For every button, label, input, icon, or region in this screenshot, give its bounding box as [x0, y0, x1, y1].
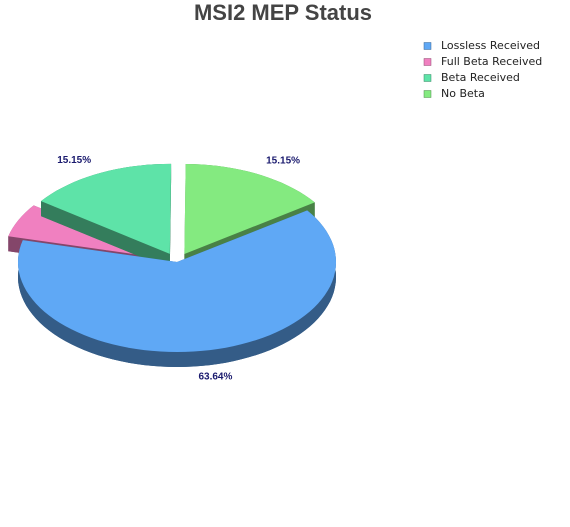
legend-label: Lossless Received [441, 39, 540, 52]
legend-label: Beta Received [441, 71, 520, 84]
legend-label: No Beta [441, 87, 485, 100]
chart-title: MSI2 MEP Status [194, 0, 372, 25]
slice-side [41, 201, 170, 269]
legend-swatch [423, 58, 432, 66]
data-label: 15.15% [266, 156, 300, 167]
data-label: 63.64% [198, 372, 232, 383]
legend-swatch [423, 74, 432, 82]
legend-label: Full Beta Received [441, 55, 542, 68]
slice [41, 163, 172, 254]
data-label: 15.15% [57, 155, 91, 166]
slice-side [169, 163, 172, 269]
slice [18, 210, 336, 352]
slice [184, 164, 315, 254]
legend-swatch [423, 90, 432, 98]
legend-swatch [423, 42, 432, 50]
